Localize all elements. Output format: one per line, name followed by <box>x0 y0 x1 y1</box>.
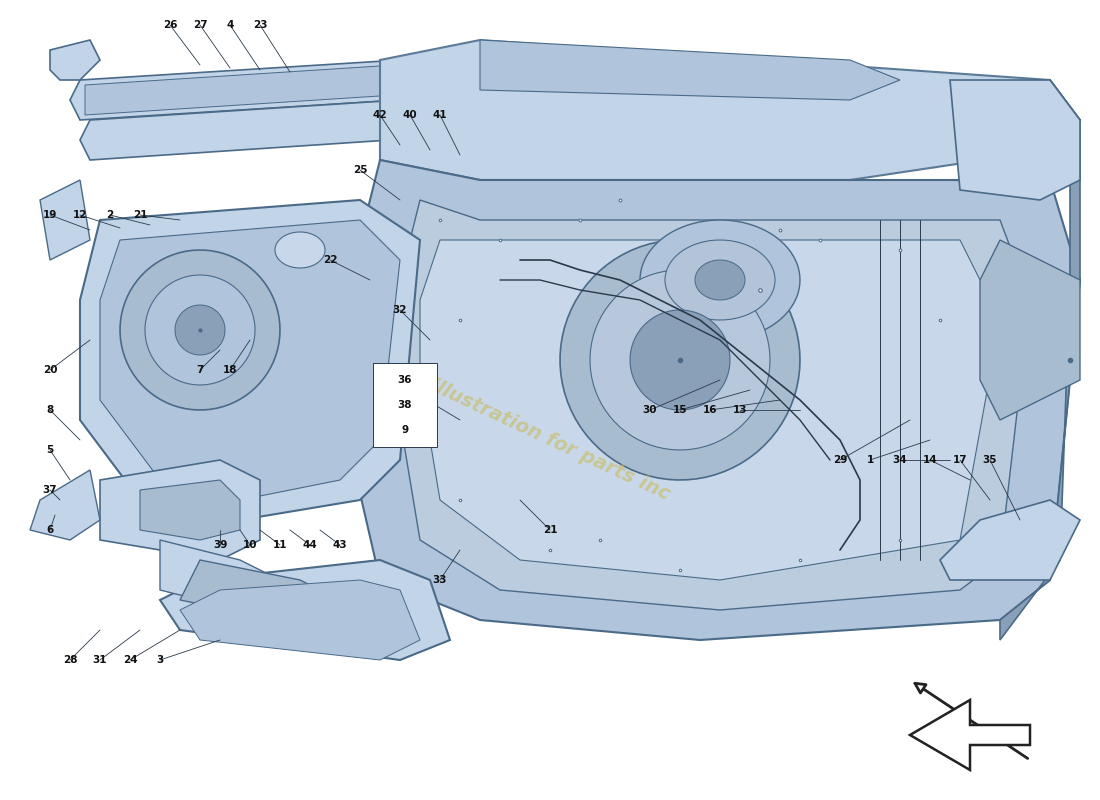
Polygon shape <box>30 470 100 540</box>
Text: 28: 28 <box>63 655 77 665</box>
Polygon shape <box>350 160 1080 640</box>
Text: 14: 14 <box>923 455 937 465</box>
Polygon shape <box>420 120 470 160</box>
Polygon shape <box>145 275 255 385</box>
Text: 44: 44 <box>302 540 318 550</box>
Text: 25: 25 <box>353 165 367 175</box>
Text: 42: 42 <box>373 110 387 120</box>
Text: 21: 21 <box>133 210 147 220</box>
Polygon shape <box>400 200 1030 610</box>
Polygon shape <box>480 40 900 100</box>
Polygon shape <box>980 240 1080 420</box>
Text: 37: 37 <box>43 485 57 495</box>
Text: 33: 33 <box>432 575 448 585</box>
Polygon shape <box>695 260 745 300</box>
Polygon shape <box>400 60 440 120</box>
Polygon shape <box>590 270 770 450</box>
Text: 36: 36 <box>398 375 412 385</box>
Text: 40: 40 <box>403 110 417 120</box>
Text: 29: 29 <box>833 455 847 465</box>
Text: 26: 26 <box>163 20 177 30</box>
FancyBboxPatch shape <box>373 363 437 447</box>
Polygon shape <box>630 310 730 410</box>
Text: 21: 21 <box>542 525 558 535</box>
Polygon shape <box>1000 80 1080 640</box>
Polygon shape <box>100 460 260 560</box>
Polygon shape <box>100 220 400 500</box>
Text: 5: 5 <box>46 445 54 455</box>
Text: 43: 43 <box>332 540 348 550</box>
Polygon shape <box>50 40 100 80</box>
Text: 10: 10 <box>243 540 257 550</box>
Polygon shape <box>420 240 1000 580</box>
Text: 31: 31 <box>92 655 108 665</box>
Text: 13: 13 <box>733 405 747 415</box>
Polygon shape <box>560 240 800 480</box>
Text: 27: 27 <box>192 20 207 30</box>
Text: 39: 39 <box>212 540 228 550</box>
Text: 22: 22 <box>322 255 338 265</box>
Text: 8: 8 <box>46 405 54 415</box>
Text: 34: 34 <box>893 455 907 465</box>
Text: illustration for parts inc: illustration for parts inc <box>427 376 673 504</box>
Text: 23: 23 <box>253 20 267 30</box>
Text: 32: 32 <box>393 305 407 315</box>
Text: 16: 16 <box>703 405 717 415</box>
Text: 2: 2 <box>107 210 113 220</box>
Text: 15: 15 <box>673 405 688 415</box>
Polygon shape <box>85 65 395 115</box>
Text: 1: 1 <box>867 455 873 465</box>
Text: 3: 3 <box>156 655 164 665</box>
Text: 17: 17 <box>953 455 967 465</box>
Text: 7: 7 <box>196 365 204 375</box>
Polygon shape <box>950 80 1080 200</box>
Polygon shape <box>180 560 340 630</box>
Polygon shape <box>140 480 240 540</box>
Polygon shape <box>80 100 410 160</box>
Polygon shape <box>120 250 280 410</box>
Text: 38: 38 <box>398 400 412 410</box>
Text: 9: 9 <box>402 425 408 435</box>
Polygon shape <box>940 500 1080 580</box>
Polygon shape <box>275 232 324 268</box>
Polygon shape <box>80 200 420 520</box>
Text: 19: 19 <box>43 210 57 220</box>
Polygon shape <box>175 305 226 355</box>
Text: 20: 20 <box>43 365 57 375</box>
Text: 30: 30 <box>642 405 658 415</box>
Text: 6: 6 <box>46 525 54 535</box>
Polygon shape <box>160 540 280 610</box>
Text: PARTS: PARTS <box>752 115 1008 185</box>
Polygon shape <box>379 40 1080 180</box>
Text: 41: 41 <box>432 110 448 120</box>
Polygon shape <box>70 60 420 120</box>
Text: 11: 11 <box>273 540 287 550</box>
Text: 24: 24 <box>123 655 138 665</box>
Polygon shape <box>640 220 800 340</box>
Polygon shape <box>160 560 450 660</box>
Text: 4: 4 <box>227 20 233 30</box>
Polygon shape <box>180 580 420 660</box>
Polygon shape <box>910 700 1030 770</box>
Text: 12: 12 <box>73 210 87 220</box>
Polygon shape <box>40 180 90 260</box>
Text: 18: 18 <box>222 365 238 375</box>
Polygon shape <box>666 240 776 320</box>
Text: 35: 35 <box>982 455 998 465</box>
